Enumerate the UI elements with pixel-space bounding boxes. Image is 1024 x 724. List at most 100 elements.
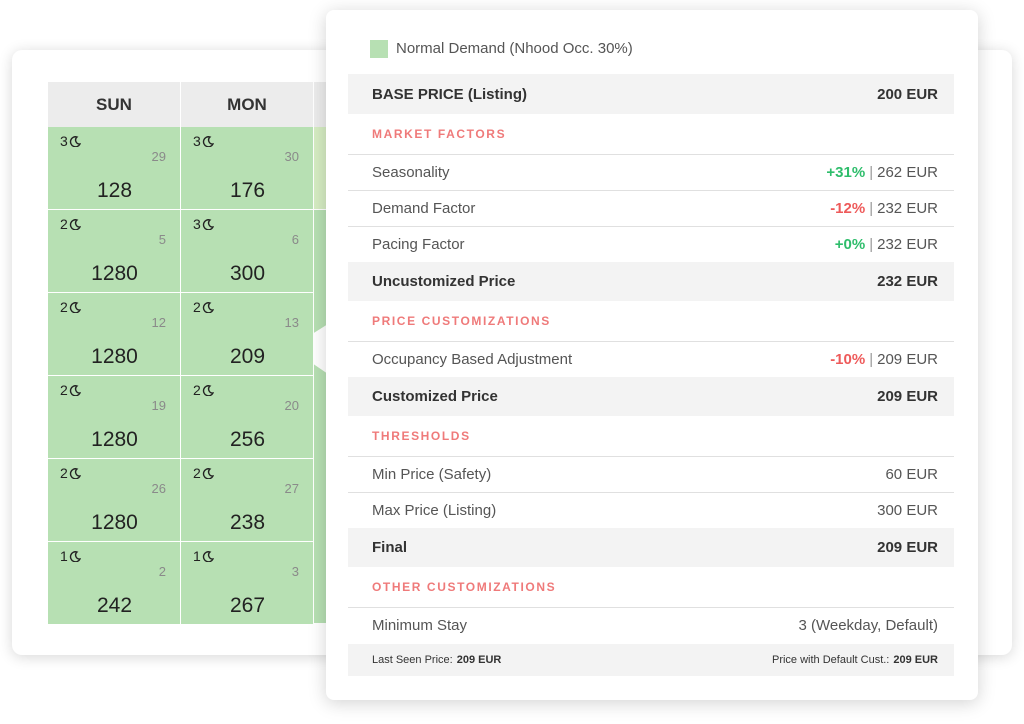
moon-icon <box>202 219 214 230</box>
result: 232 EUR <box>877 236 938 253</box>
footer-row: Last Seen Price: 209 EUR Price with Defaul… <box>348 644 954 676</box>
moon-icon <box>202 136 214 147</box>
date-number: 19 <box>151 398 166 413</box>
section-title: OTHER CUSTOMIZATIONS <box>348 567 954 607</box>
nightly-price: 176 <box>229 179 266 202</box>
total-value: 209 EUR <box>877 388 938 405</box>
day-header: SUN <box>48 82 180 127</box>
item-right: +31% | 262 EUR <box>826 164 938 181</box>
moon-icon <box>69 551 81 562</box>
item-label: Pacing Factor <box>372 236 465 253</box>
calendar-cell: 3 29 128 <box>48 127 180 209</box>
date-number: 29 <box>151 149 166 164</box>
date-number: 2 <box>158 564 166 579</box>
nightly-price: 1280 <box>91 511 138 534</box>
total-row: BASE PRICE (Listing) 200 EUR <box>348 74 954 114</box>
change: -10% <box>830 351 866 368</box>
calendar-cell: 1 2 242 <box>48 542 180 624</box>
nightly-price: 300 <box>229 262 266 285</box>
total-value: 209 EUR <box>877 539 938 556</box>
min-stay: 2 <box>193 465 201 481</box>
min-stay: 2 <box>193 382 201 398</box>
date-number: 5 <box>158 232 166 247</box>
legend-label: Normal Demand (Nhood Occ. 30%) <box>396 40 633 57</box>
item-label: Minimum Stay <box>372 617 468 634</box>
min-stay: 2 <box>60 382 68 398</box>
result: 232 EUR <box>877 200 938 217</box>
footer-value: 209 EUR <box>456 654 502 666</box>
calendar-cell: 2 19 1280 <box>48 376 180 458</box>
nightly-price: 267 <box>229 594 266 617</box>
total-row: Final 209 EUR <box>348 528 954 567</box>
change: -12% <box>830 200 866 217</box>
nightly-price: 128 <box>96 179 133 202</box>
moon-icon <box>202 551 214 562</box>
total-label: Customized Price <box>372 388 498 405</box>
change: +31% <box>826 164 866 181</box>
separator: | <box>869 236 874 253</box>
moon-icon <box>202 385 214 396</box>
day-header: MON <box>181 82 313 127</box>
total-label: BASE PRICE (Listing) <box>372 85 528 103</box>
min-stay: 1 <box>193 548 201 564</box>
moon-icon <box>69 136 81 147</box>
footer-value: 209 EUR <box>893 654 938 666</box>
item-value: 3 (Weekday, Default) <box>798 617 938 634</box>
min-stay: 3 <box>60 133 68 149</box>
moon-icon <box>69 219 81 230</box>
item-row: Minimum Stay 3 (Weekday, Default) <box>348 607 954 643</box>
min-stay: 2 <box>60 465 68 481</box>
nightly-price: 238 <box>229 511 266 534</box>
item-row: Seasonality +31% | 262 EUR <box>348 154 954 190</box>
item-label: Demand Factor <box>372 200 476 217</box>
item-row: Min Price (Safety) 60 EUR <box>348 456 954 492</box>
total-value: 200 EUR <box>877 85 938 103</box>
calendar-cell: 2 13 209 <box>181 293 313 375</box>
min-stay: 2 <box>193 299 201 315</box>
section-label: MARKET FACTORS <box>372 127 507 141</box>
item-row: Demand Factor -12% | 232 EUR <box>348 190 954 226</box>
moon-icon <box>69 385 81 396</box>
change: +0% <box>834 236 866 253</box>
calendar-cell: 2 26 1280 <box>48 459 180 541</box>
calendar-cell: 1 3 267 <box>181 542 313 624</box>
footer-item: Last Seen Price: 209 EUR <box>372 654 501 666</box>
section-label: OTHER CUSTOMIZATIONS <box>372 580 557 594</box>
min-stay: 2 <box>60 299 68 315</box>
calendar-cell: 2 12 1280 <box>48 293 180 375</box>
nightly-price: 1280 <box>91 262 138 285</box>
moon-icon <box>202 468 214 479</box>
item-right: -12% | 232 EUR <box>830 200 938 217</box>
moon-icon <box>69 302 81 313</box>
price-panel <box>326 10 978 700</box>
calendar-cell: 3 30 176 <box>181 127 313 209</box>
min-stay: 3 <box>193 133 201 149</box>
section-title: MARKET FACTORS <box>348 114 954 154</box>
footer-item: Price with Default Cust.: 209 EUR <box>772 654 938 666</box>
item-label: Max Price (Listing) <box>372 502 497 519</box>
date-number: 3 <box>291 564 299 579</box>
date-number: 13 <box>284 315 299 330</box>
section-title: THRESHOLDS <box>348 416 954 456</box>
legend-swatch <box>370 40 388 58</box>
footer-label: Price with Default Cust.: <box>771 654 890 666</box>
section-title: PRICE CUSTOMIZATIONS <box>348 301 954 341</box>
calendar-cell: 2 5 1280 <box>48 210 180 292</box>
calendar-extra-header <box>314 82 326 127</box>
item-label: Min Price (Safety) <box>372 466 492 483</box>
calendar-cell: 2 27 238 <box>181 459 313 541</box>
item-value: 60 EUR <box>885 466 938 483</box>
item-row: Occupancy Based Adjustment -10% | 209 EUR <box>348 341 954 377</box>
item-right: -10% | 209 EUR <box>830 351 938 368</box>
item-label: Occupancy Based Adjustment <box>372 351 573 368</box>
date-number: 27 <box>284 481 299 496</box>
item-row: Max Price (Listing) 300 EUR <box>348 492 954 528</box>
nightly-price: 242 <box>96 594 133 617</box>
footer-label: Last Seen Price: <box>372 654 453 666</box>
separator: | <box>869 164 874 181</box>
moon-icon <box>69 468 81 479</box>
min-stay: 2 <box>60 216 68 232</box>
date-number: 20 <box>284 398 299 413</box>
nightly-price: 1280 <box>91 345 138 368</box>
